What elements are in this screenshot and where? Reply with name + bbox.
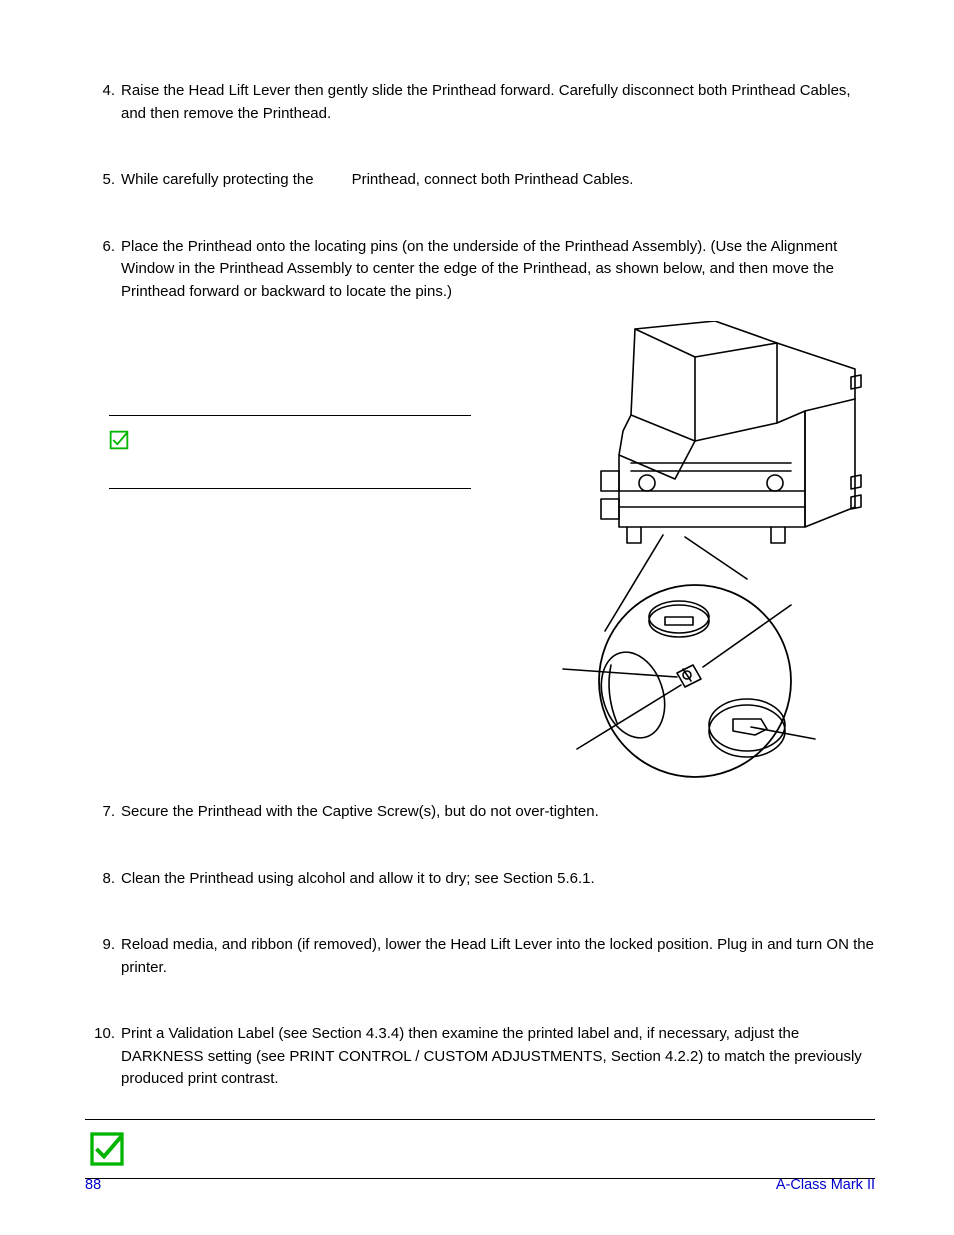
step-text: Print a Validation Label (see Section 4.…: [117, 1023, 875, 1091]
step-4: 4. Raise the Head Lift Lever then gently…: [85, 80, 875, 125]
doc-title: A-Class Mark II: [776, 1177, 875, 1193]
printhead-diagram: [515, 321, 875, 781]
bottom-note-box: [85, 1119, 875, 1179]
step-text: Place the Printhead onto the locating pi…: [117, 236, 875, 304]
step-text-b: Printhead, connect both Printhead Cables…: [352, 171, 634, 188]
inline-note-box: [109, 415, 471, 489]
step-7: 7. Secure the Printhead with the Captive…: [85, 801, 875, 824]
step-number: 9.: [85, 934, 117, 979]
step-number: 7.: [85, 801, 117, 824]
step-text-a: While carefully protecting the: [121, 171, 314, 188]
checkmark-icon: [109, 430, 129, 450]
step-text: Raise the Head Lift Lever then gently sl…: [117, 80, 875, 125]
step-5: 5. While carefully protecting the Printhe…: [85, 169, 875, 192]
step-number: 5.: [85, 169, 117, 192]
step-6: 6. Place the Printhead onto the locating…: [85, 236, 875, 304]
step-text: Clean the Printhead using alcohol and al…: [117, 868, 875, 891]
page-footer: 88 A-Class Mark II: [85, 1177, 875, 1193]
figure-row: [85, 321, 875, 781]
step-text: Reload media, and ribbon (if removed), l…: [117, 934, 875, 979]
step-number: 10.: [85, 1023, 117, 1091]
page-number: 88: [85, 1177, 101, 1193]
step-text: Secure the Printhead with the Captive Sc…: [117, 801, 875, 824]
step-number: 8.: [85, 868, 117, 891]
checkmark-icon: [89, 1131, 125, 1167]
step-10: 10. Print a Validation Label (see Sectio…: [85, 1023, 875, 1091]
step-text: While carefully protecting the Printhead,…: [117, 169, 875, 192]
page-content: 4. Raise the Head Lift Lever then gently…: [85, 80, 875, 1179]
step-number: 4.: [85, 80, 117, 125]
step-number: 6.: [85, 236, 117, 304]
step-8: 8. Clean the Printhead using alcohol and…: [85, 868, 875, 891]
step-9: 9. Reload media, and ribbon (if removed)…: [85, 934, 875, 979]
